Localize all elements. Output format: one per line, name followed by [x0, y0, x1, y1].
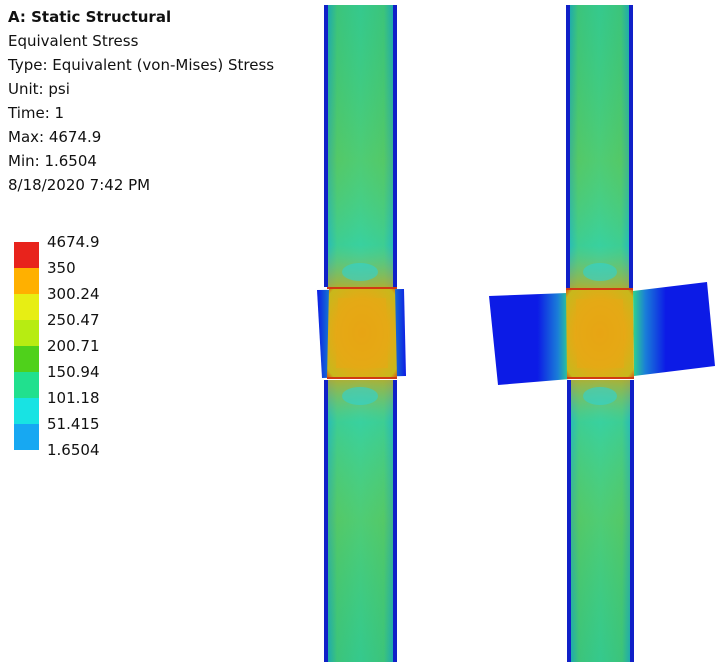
legend-label-9: 1.6504: [47, 441, 100, 459]
legend-label-6: 150.94: [47, 363, 100, 381]
right-model[interactable]: [489, 5, 715, 662]
left-model[interactable]: [317, 5, 406, 662]
left-joint: [327, 287, 397, 379]
right-joint: [566, 288, 634, 379]
legend-band-4: [14, 320, 39, 346]
legend-band-7: [14, 398, 39, 424]
result-time: Time: 1: [8, 104, 65, 122]
legend-label-8: 51.415: [47, 415, 100, 433]
left-lower-column: [324, 380, 397, 662]
right-right-beam: [633, 282, 715, 376]
result-max: Max: 4674.9: [8, 128, 102, 146]
legend-band-6: [14, 372, 39, 398]
legend-label-2: 350: [47, 259, 76, 277]
legend-color-bar: [14, 242, 39, 450]
legend-band-2: [14, 268, 39, 294]
legend-label-3: 300.24: [47, 285, 100, 303]
right-lower-column: [567, 380, 634, 662]
left-upper-column: [324, 5, 397, 287]
result-type: Type: Equivalent (von-Mises) Stress: [8, 56, 275, 74]
legend-label-7: 101.18: [47, 389, 100, 407]
result-name: Equivalent Stress: [8, 32, 139, 50]
legend-band-1: [14, 242, 39, 268]
legend-label-1: 4674.9: [47, 233, 100, 251]
result-unit: Unit: psi: [8, 80, 70, 98]
legend-band-8: [14, 424, 39, 450]
result-timestamp: 8/18/2020 7:42 PM: [8, 176, 151, 194]
legend-band-3: [14, 294, 39, 320]
right-left-beam: [489, 293, 570, 385]
right-upper-column: [566, 5, 633, 288]
result-min: Min: 1.6504: [8, 152, 97, 170]
analysis-title: A: Static Structural: [8, 8, 172, 26]
result-info-panel: A: Static Structural Equivalent Stress T…: [8, 5, 308, 197]
legend-label-4: 250.47: [47, 311, 100, 329]
legend-label-5: 200.71: [47, 337, 100, 355]
legend-band-5: [14, 346, 39, 372]
